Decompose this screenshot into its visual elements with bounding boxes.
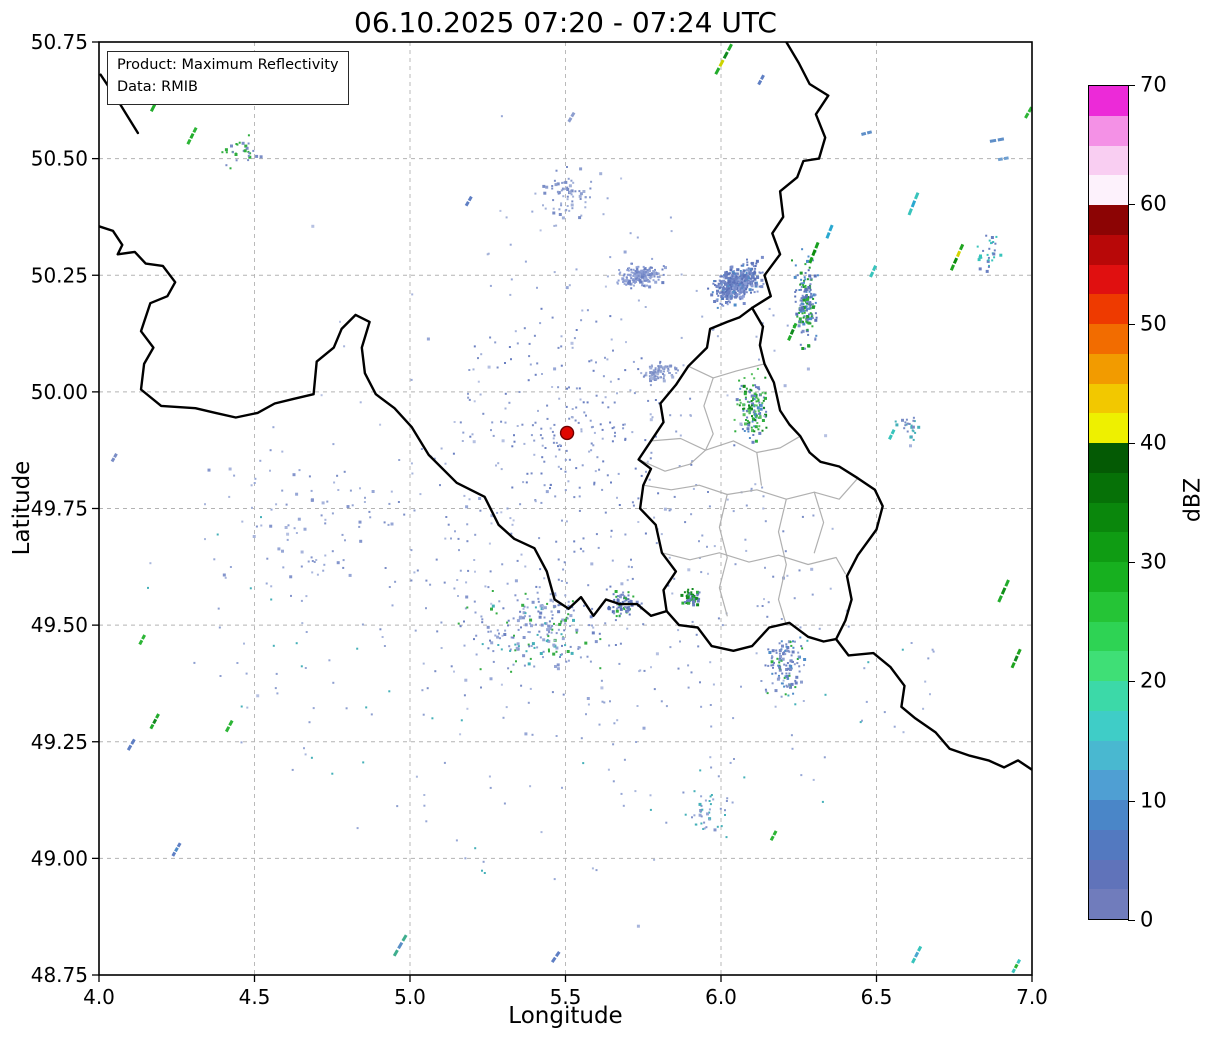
colorbar-segment bbox=[1089, 145, 1128, 176]
map-borders-layer bbox=[99, 42, 1032, 771]
x-tick-label: 6.5 bbox=[861, 985, 893, 1009]
product-line: Product: Maximum Reflectivity bbox=[117, 57, 339, 73]
colorbar-tick-mark bbox=[1128, 323, 1135, 325]
colorbar-tick-label: 0 bbox=[1140, 907, 1154, 932]
colorbar-segment bbox=[1089, 532, 1128, 562]
x-tick-label: 4.0 bbox=[83, 985, 115, 1009]
colorbar-tick-label: 10 bbox=[1140, 788, 1167, 813]
x-axis-label: Longitude bbox=[508, 1003, 623, 1029]
y-tick-label: 49.75 bbox=[31, 497, 88, 521]
colorbar-segment bbox=[1089, 621, 1128, 652]
colorbar-segment bbox=[1089, 264, 1128, 295]
y-tick-label: 50.00 bbox=[31, 380, 88, 404]
colorbar-segment bbox=[1089, 651, 1128, 681]
colorbar-tick-mark bbox=[1128, 442, 1135, 444]
x-tick-label: 6.0 bbox=[705, 985, 737, 1009]
colorbar-segment bbox=[1089, 859, 1128, 890]
colorbar-tick-mark bbox=[1128, 800, 1135, 802]
colorbar-tick-mark bbox=[1128, 562, 1135, 564]
colorbar-segment bbox=[1089, 740, 1128, 771]
x-tick-label: 7.0 bbox=[1016, 985, 1048, 1009]
x-tick-label: 5.5 bbox=[550, 985, 582, 1009]
colorbar-unit-label: dBZ bbox=[1180, 477, 1206, 523]
x-tick-label: 4.5 bbox=[239, 985, 271, 1009]
y-tick-label: 50.75 bbox=[31, 30, 88, 54]
colorbar-segment bbox=[1089, 472, 1128, 503]
product-info-box: Product: Maximum Reflectivity Data: RMIB bbox=[107, 51, 349, 105]
colorbar-segment bbox=[1089, 413, 1128, 443]
colorbar-segment bbox=[1089, 502, 1128, 533]
data-source-line: Data: RMIB bbox=[117, 78, 198, 95]
colorbar-segment bbox=[1089, 829, 1128, 860]
colorbar-segment bbox=[1089, 324, 1128, 354]
colorbar-tick-mark bbox=[1128, 920, 1135, 921]
colorbar-segment bbox=[1089, 175, 1128, 205]
colorbar-tick-label: 60 bbox=[1140, 191, 1167, 216]
colorbar-tick-mark bbox=[1128, 85, 1135, 86]
colorbar-tick-mark bbox=[1128, 204, 1135, 206]
colorbar-segment bbox=[1089, 681, 1128, 711]
colorbar-segment bbox=[1089, 562, 1128, 592]
x-tick-label: 5.0 bbox=[394, 985, 426, 1009]
colorbar-tick-label: 20 bbox=[1140, 668, 1167, 693]
colorbar-segment bbox=[1089, 770, 1128, 800]
y-tick-label: 50.50 bbox=[31, 147, 88, 171]
colorbar-segment bbox=[1089, 800, 1128, 830]
colorbar-tick-label: 40 bbox=[1140, 430, 1167, 455]
y-tick-label: 48.75 bbox=[31, 963, 88, 987]
colorbar-segment bbox=[1089, 86, 1128, 116]
y-tick-label: 49.00 bbox=[31, 846, 88, 870]
colorbar bbox=[1088, 85, 1129, 920]
colorbar-tick-label: 70 bbox=[1140, 72, 1167, 97]
colorbar-segment bbox=[1089, 205, 1128, 235]
colorbar-tick-label: 30 bbox=[1140, 549, 1167, 574]
y-tick-label: 50.25 bbox=[31, 263, 88, 287]
colorbar-segment bbox=[1089, 591, 1128, 622]
figure-title: 06.10.2025 07:20 - 07:24 UTC bbox=[354, 6, 777, 39]
colorbar-segment bbox=[1089, 383, 1128, 414]
colorbar-tick-mark bbox=[1128, 681, 1135, 683]
colorbar-segment bbox=[1089, 115, 1128, 146]
colorbar-segment bbox=[1089, 443, 1128, 473]
colorbar-segment bbox=[1089, 353, 1128, 384]
colorbar-tick-label: 50 bbox=[1140, 311, 1167, 336]
y-tick-label: 49.25 bbox=[31, 730, 88, 754]
colorbar-segment bbox=[1089, 889, 1128, 919]
colorbar-segment bbox=[1089, 710, 1128, 741]
radar-site-marker bbox=[559, 425, 575, 441]
colorbar-segment bbox=[1089, 294, 1128, 324]
colorbar-ticks: 0 10 20 30 40 50 60 70 bbox=[1128, 73, 1198, 932]
y-tick-label: 49.50 bbox=[31, 613, 88, 637]
y-axis-label: Latitude bbox=[9, 460, 35, 556]
colorbar-segment bbox=[1089, 234, 1128, 265]
